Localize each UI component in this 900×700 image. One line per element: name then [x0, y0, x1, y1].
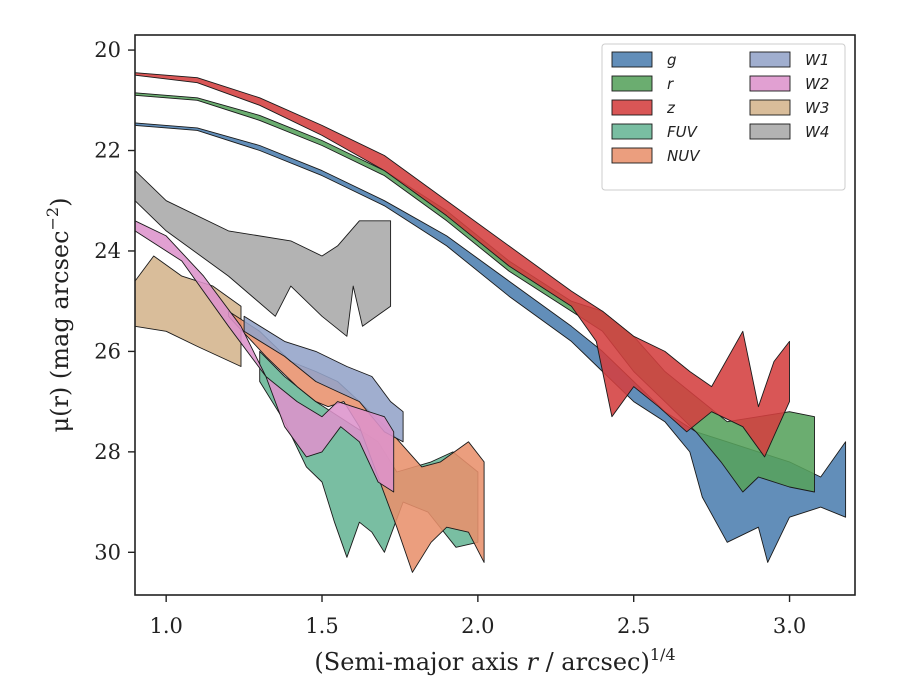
x-axis-title-sup: 1/4 — [650, 645, 676, 664]
y-tick-label: 20 — [94, 38, 121, 62]
legend-swatch-w2 — [749, 75, 791, 92]
legend: grz FUV NUV W1 W2 W3 W4 — [601, 43, 846, 191]
x-axis-title-main: (Semi-major axis r / arcsec) — [314, 648, 649, 676]
x-tick-label: 2.0 — [461, 614, 494, 638]
y-axis-title-close: ) — [46, 198, 74, 207]
legend-label-nuv: NUV — [667, 147, 701, 165]
plot-frame — [134, 34, 856, 596]
legend-label-w2: W2 — [805, 75, 829, 93]
band-g — [134, 122, 847, 563]
x-tick-label: 3.0 — [773, 614, 806, 638]
x-tick-label: 1.0 — [149, 614, 182, 638]
x-axis-title: (Semi-major axis r / arcsec)1/4 — [314, 645, 675, 676]
band-z — [134, 72, 790, 458]
legend-label-r: r — [667, 75, 674, 93]
legend-label-w3: W3 — [805, 99, 829, 117]
legend-swatch-w4 — [749, 123, 791, 140]
bands-layer — [134, 72, 847, 573]
legend-swatch-g — [611, 51, 653, 68]
x-axis: 1.0 1.5 2.0 2.5 3.0 — [149, 595, 806, 638]
legend-swatch-nuv — [611, 147, 653, 164]
band-w1 — [243, 315, 404, 443]
legend-swatch-r — [611, 75, 653, 92]
legend-swatch-w3 — [749, 99, 791, 116]
legend-label-z: z — [666, 99, 676, 117]
legend-label-w4: W4 — [805, 123, 829, 141]
legend-label-fuv: FUV — [667, 123, 699, 141]
band-w4 — [134, 170, 392, 337]
y-axis: 20 22 24 26 28 30 — [94, 38, 135, 564]
x-tick-label: 1.5 — [305, 614, 338, 638]
y-tick-label: 30 — [94, 540, 121, 564]
y-tick-label: 24 — [94, 239, 121, 263]
band-w2 — [134, 220, 395, 493]
y-tick-label: 26 — [94, 339, 121, 363]
legend-label-g: g — [667, 51, 677, 69]
legend-items: grz FUV NUV W1 W2 W3 W4 — [611, 51, 829, 165]
y-tick-label: 22 — [94, 139, 121, 163]
legend-swatch-w1 — [749, 51, 791, 68]
y-axis-title-main: μ(r) (mag arcsec — [46, 230, 74, 432]
y-axis-title-sup: −2 — [43, 207, 62, 231]
legend-label-w1: W1 — [805, 51, 829, 69]
y-axis-title: μ(r) (mag arcsec−2) — [43, 198, 74, 433]
y-tick-label: 28 — [94, 440, 121, 464]
legend-swatch-fuv — [611, 123, 653, 140]
x-tick-label: 2.5 — [617, 614, 650, 638]
legend-swatch-z — [611, 99, 653, 116]
